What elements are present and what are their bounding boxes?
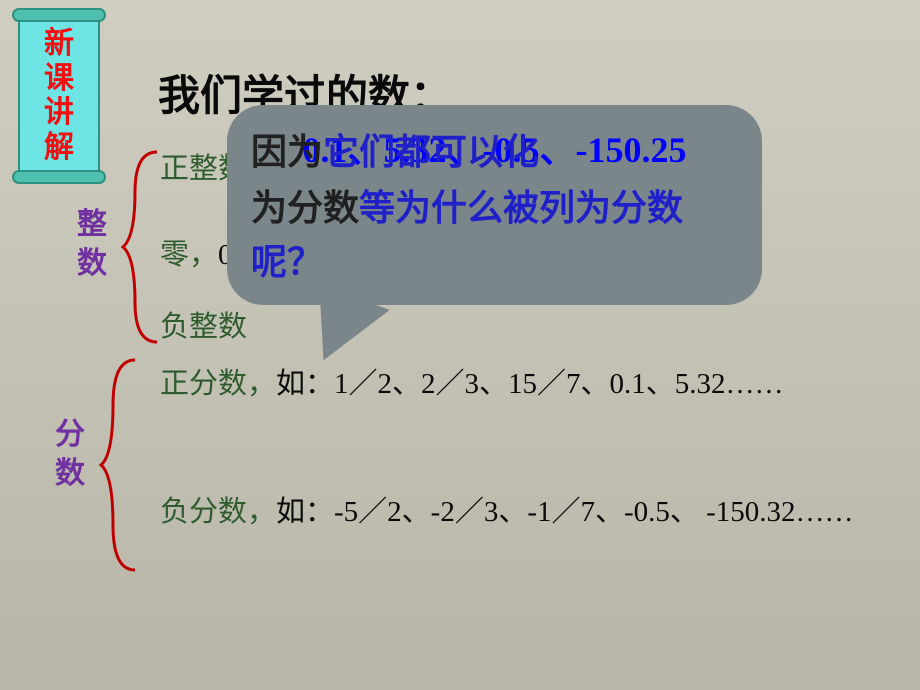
banner-char-4: 解 xyxy=(44,131,74,166)
scroll-rod-top xyxy=(12,8,106,22)
zero-head: 零， xyxy=(160,239,218,271)
section-banner: 新 课 讲 解 xyxy=(18,8,100,183)
negative-fraction-head: 负分数， xyxy=(160,496,276,528)
integer-label-1: 整 xyxy=(77,208,107,241)
banner-char-1: 新 xyxy=(44,27,74,62)
banner-char-3: 讲 xyxy=(44,96,74,131)
negative-fraction-row: 负分数，如：-5／2、-2／3、-1／7、-0.5、 -150.32…… xyxy=(160,490,880,535)
banner-char-2: 课 xyxy=(44,62,74,97)
callout-pre: 因为 xyxy=(251,132,323,172)
integer-label: 整 数 xyxy=(77,205,107,283)
callout-answer: 为分数 xyxy=(251,188,359,228)
fraction-label-2: 数 xyxy=(55,457,85,490)
fraction-label-1: 分 xyxy=(55,418,85,451)
positive-fraction-body: 如：1／2、2／3、15／7、0.1、5.32…… xyxy=(276,368,784,400)
negative-fraction-body: 如：-5／2、-2／3、-1／7、-0.5、 -150.32…… xyxy=(276,496,854,528)
scroll-rod-bottom xyxy=(12,170,106,184)
positive-fraction-row: 正分数，如：1／2、2／3、15／7、0.1、5.32…… xyxy=(160,362,880,407)
negative-integer-head: 负整数 xyxy=(160,311,247,343)
positive-fraction-head: 正分数， xyxy=(160,368,276,400)
integer-brace-icon xyxy=(117,147,163,347)
integer-label-2: 数 xyxy=(77,247,107,280)
fraction-brace-icon xyxy=(95,355,141,575)
scroll-body: 新 课 讲 解 xyxy=(18,22,100,170)
callout-line2: 因为它们都可以化 xyxy=(251,125,539,179)
negative-integer-row: 负整数 xyxy=(160,305,247,350)
speech-callout: 0.1、5.32、-0.5、-150.25 因为它们都可以化 为分数等为什么被列… xyxy=(227,105,762,305)
callout-line3: 为分数等为什么被列为分数呢？ xyxy=(251,181,738,289)
fraction-label: 分 数 xyxy=(55,415,85,493)
zero-row: 零，0 xyxy=(160,233,233,278)
callout-mid: 它们都可以化 xyxy=(323,132,539,172)
